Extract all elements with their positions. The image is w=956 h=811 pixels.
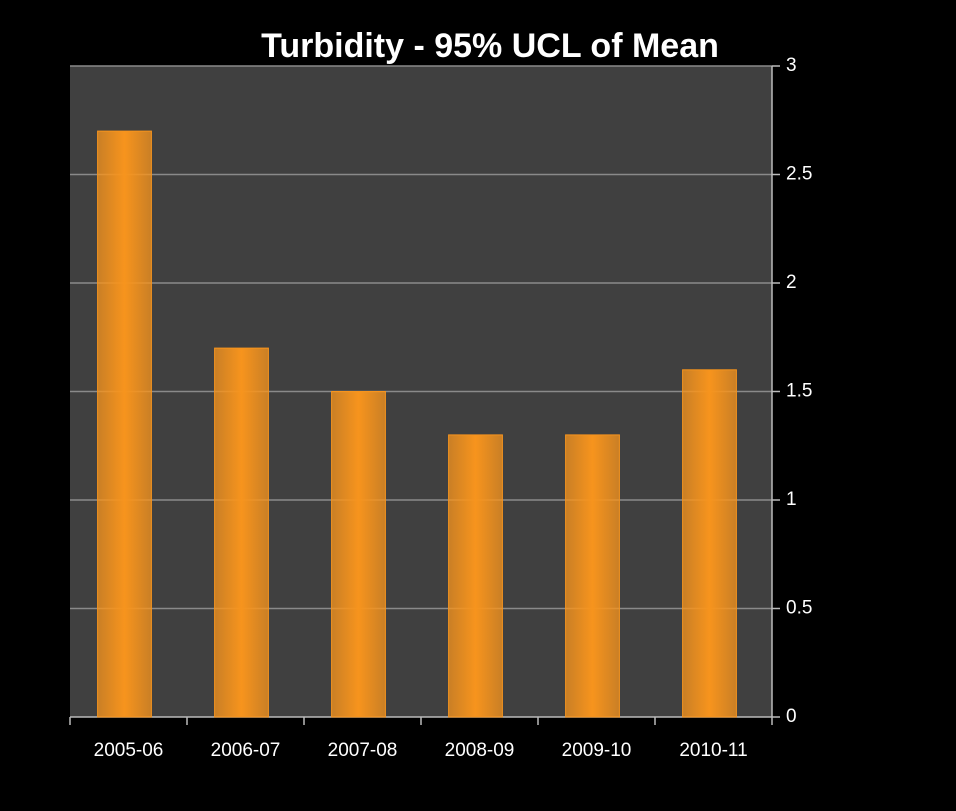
marks: 0 0.5 1 1.5 2 2.5 3 2005-06 2006-07 2007-08 2008-0… [69,55,812,761]
y-tick-label: 2 [786,272,797,293]
bar [682,369,737,718]
bar [214,347,269,718]
bar [97,130,152,718]
bar [448,434,503,718]
x-tick-label: 2007-08 [328,740,398,761]
y-tick-label: 3 [786,55,797,76]
chart-title: Turbidity - 95% UCL of Mean [261,27,719,65]
y-tick-label: 0.5 [786,598,812,619]
bar [331,391,386,718]
bar [565,434,620,718]
x-tick-label: 2006-07 [211,740,281,761]
x-tick-label: 2008-09 [445,740,515,761]
x-tick-label: 2005-06 [94,740,164,761]
x-tick-label: 2009-10 [562,740,632,761]
y-tick-label: 1.5 [786,381,812,402]
y-tick-label: 2.5 [786,164,812,185]
x-tick-label: 2010-11 [679,740,747,761]
y-tick-label: 1 [786,489,797,510]
y-tick-label: 0 [786,706,797,727]
